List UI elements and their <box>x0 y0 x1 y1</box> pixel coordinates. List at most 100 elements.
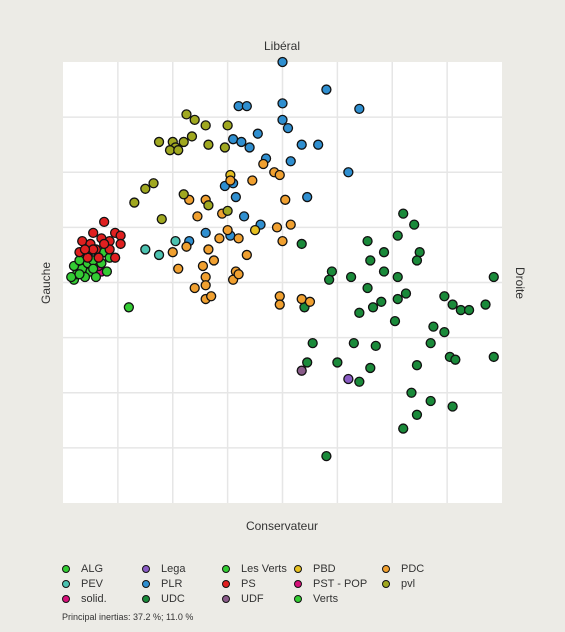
data-point-udc <box>392 271 403 283</box>
data-point-pev <box>153 249 165 261</box>
data-point-pvl <box>203 139 214 150</box>
data-point-udc <box>348 337 359 349</box>
legend-label: UDC <box>161 593 185 605</box>
legend-label: solid. <box>81 593 107 605</box>
data-point-udc <box>362 236 373 247</box>
legend-label: Verts <box>313 593 339 605</box>
legend-swatch <box>222 580 230 588</box>
legend-item-les-verts: Les Verts <box>222 562 294 576</box>
data-point-les-verts <box>123 302 135 313</box>
inertia-footnote: Principal inertias: 37.2 %; 11.0 % <box>62 612 194 622</box>
data-point-plr <box>321 84 332 95</box>
data-point-pdc <box>189 282 200 294</box>
data-point-udc <box>362 282 373 294</box>
legend-item-udc: UDC <box>142 592 222 606</box>
data-point-plr <box>302 191 313 203</box>
data-point-plr <box>354 103 365 115</box>
data-point-pdc <box>271 222 283 233</box>
data-point-udc <box>307 337 318 349</box>
legend-label: UDF <box>241 593 264 605</box>
data-point-udc <box>411 360 423 371</box>
legend-label: pvl <box>401 578 416 590</box>
data-point-udc <box>345 271 357 283</box>
data-point-udc <box>354 307 365 318</box>
legend-swatch <box>62 565 70 573</box>
legend-item-pdc: PDC <box>382 562 462 576</box>
legend-label: PDC <box>401 563 425 575</box>
data-point-ps <box>99 238 110 250</box>
data-point-pbd <box>249 224 261 236</box>
data-point-pdc <box>214 233 225 244</box>
legend-item-pvl: pvl <box>382 577 462 591</box>
legend-label: PBD <box>313 563 336 575</box>
data-point-udc <box>450 354 461 365</box>
data-point-udc <box>463 304 475 316</box>
data-point-pdc <box>167 247 178 258</box>
data-point-les-verts <box>88 263 99 274</box>
legend-swatch <box>294 595 302 603</box>
data-point-udc <box>480 299 491 310</box>
legend-item-solid: solid. <box>62 592 142 606</box>
data-point-plr <box>236 136 247 148</box>
data-point-pvl <box>156 213 167 225</box>
data-point-pev <box>140 244 151 255</box>
data-point-plr <box>277 114 288 126</box>
legend-swatch <box>294 565 302 573</box>
data-point-plr <box>277 56 288 68</box>
legend-item-alg: ALG <box>62 562 142 576</box>
legend-item-lega: Lega <box>142 562 222 576</box>
data-point-plr <box>282 122 294 134</box>
data-point-udc <box>488 351 499 363</box>
legend-item-pev: PEV <box>62 577 142 591</box>
data-point-ps <box>99 216 110 228</box>
data-point-pev <box>170 236 181 247</box>
axis-label-bottom: Conservateur <box>246 519 318 533</box>
data-point-pdc <box>277 236 288 247</box>
data-point-les-verts <box>101 266 113 277</box>
axis-label-right: Droite <box>513 267 527 299</box>
data-point-udc <box>409 219 420 230</box>
data-point-udc <box>392 230 403 241</box>
data-point-pdc <box>304 296 316 307</box>
data-point-udc <box>367 302 379 313</box>
data-point-lega <box>343 373 354 385</box>
data-point-pdc <box>206 291 217 302</box>
legend-item-udf: UDF <box>222 592 294 606</box>
data-point-pdc <box>280 194 291 205</box>
legend-label: PLR <box>161 578 183 590</box>
data-point-pvl <box>181 109 192 120</box>
data-point-pdc <box>192 211 203 222</box>
data-point-udc <box>398 208 409 219</box>
legend-swatch <box>222 595 230 603</box>
data-point-pvl <box>178 189 189 200</box>
data-point-plr <box>285 156 296 167</box>
legend-label: ALG <box>81 563 104 575</box>
data-point-udc <box>400 288 412 299</box>
data-point-plr <box>252 128 263 139</box>
data-point-pvl <box>129 197 140 208</box>
data-point-udc <box>411 409 423 420</box>
data-point-pdc <box>258 158 269 170</box>
data-point-udc <box>365 362 376 374</box>
data-point-pvl <box>148 178 159 189</box>
legend-item-plr: PLR <box>142 577 222 591</box>
legend-item-pst-pop: PST - POP <box>294 577 382 591</box>
data-point-plr <box>200 227 211 239</box>
data-point-udc <box>425 395 436 407</box>
data-point-pdc <box>274 299 285 310</box>
data-point-udc <box>406 387 417 398</box>
data-point-pvl <box>173 145 184 156</box>
data-point-udc <box>370 340 381 352</box>
data-point-udc <box>376 296 387 307</box>
legend-item-verts: Verts <box>294 592 382 606</box>
data-point-ps <box>88 227 99 239</box>
data-point-pvl <box>189 114 200 126</box>
legend-swatch <box>62 580 70 588</box>
data-point-udc <box>447 299 458 310</box>
data-point-udc <box>439 291 450 302</box>
data-point-udc <box>332 357 343 368</box>
axis-label-left: Gauche <box>39 262 53 304</box>
data-point-plr <box>238 211 250 222</box>
data-point-plr <box>244 142 255 153</box>
data-points <box>66 56 499 462</box>
